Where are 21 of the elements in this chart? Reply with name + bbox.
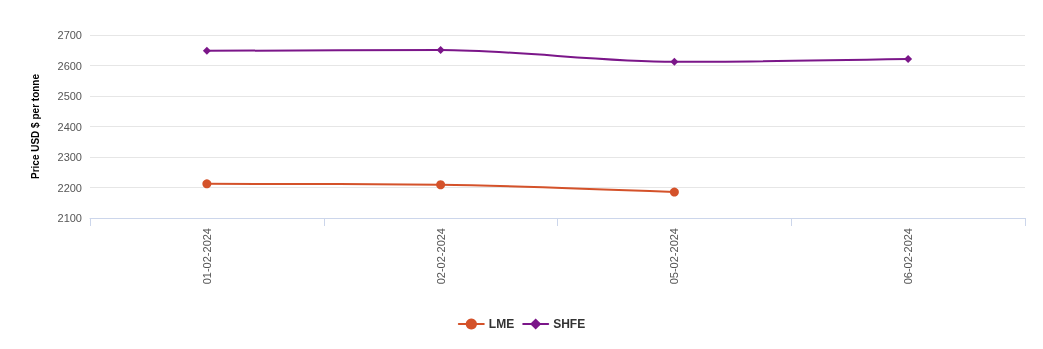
y-tick-label: 2500 — [57, 90, 82, 102]
y-tick-label: 2600 — [57, 59, 82, 72]
y-axis-title: Price USD $ per tonne — [29, 73, 41, 180]
y-tick-label: 2400 — [57, 120, 82, 133]
point — [670, 57, 679, 66]
x-tick-label: 05-02-2024 — [668, 228, 681, 285]
y-tick-label: 2300 — [57, 151, 82, 163]
point — [669, 187, 679, 197]
x-tick-label: 01-02-2024 — [200, 228, 213, 285]
legend-label: SHFE — [553, 317, 586, 331]
y-tick-label: 2700 — [57, 29, 82, 41]
point — [202, 46, 211, 55]
x-tick-label: 06-02-2024 — [902, 228, 915, 285]
point — [436, 180, 446, 190]
point — [202, 179, 212, 189]
x-tick-label: 02-02-2024 — [434, 228, 447, 285]
y-tick-label: 2100 — [57, 212, 82, 224]
y-tick-label: 2200 — [57, 181, 82, 194]
point — [904, 55, 913, 64]
legend-label: LME — [488, 317, 515, 331]
point — [436, 45, 445, 54]
